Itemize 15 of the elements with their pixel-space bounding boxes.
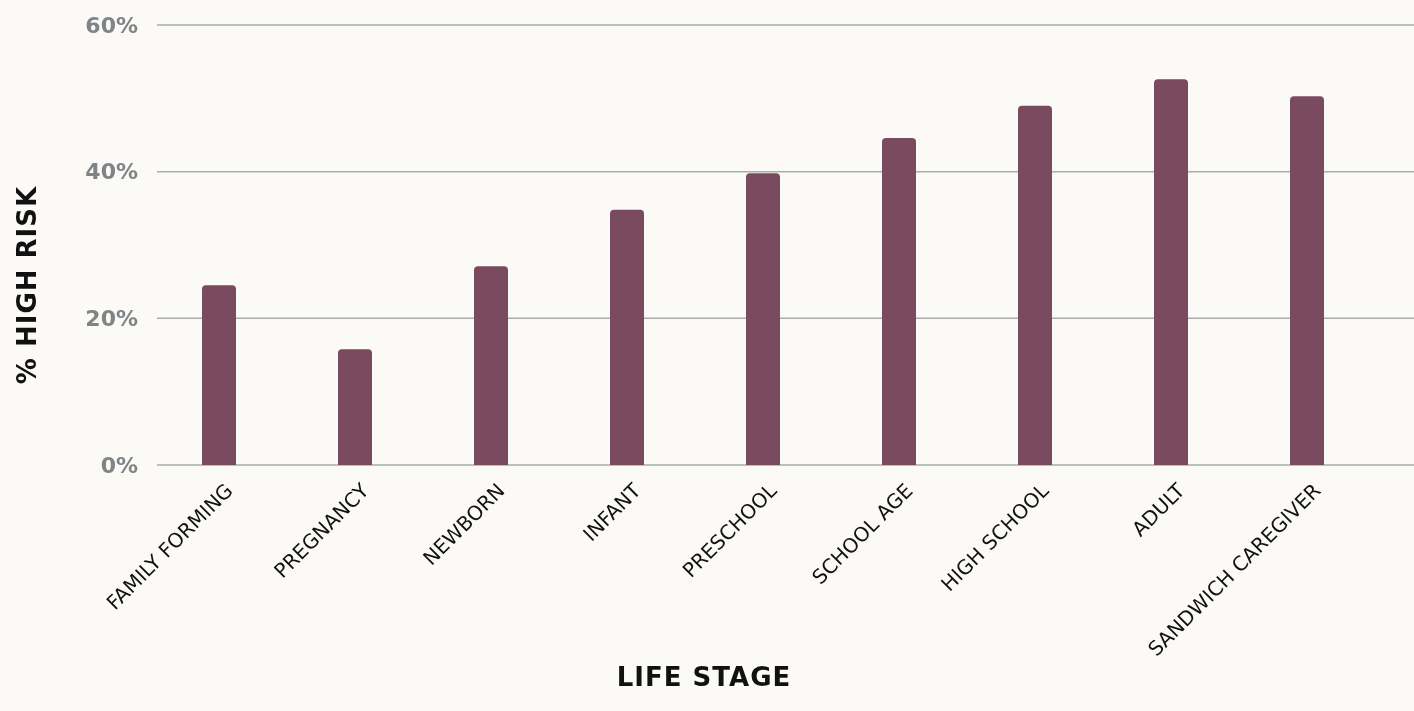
bar [474,266,508,465]
y-axis-title: % HIGH RISK [12,185,42,385]
bar [610,209,644,465]
bar [202,285,236,465]
bar [1018,105,1052,465]
bar [1290,96,1324,465]
bar [1154,79,1188,465]
x-axis-title: LIFE STAGE [616,662,792,692]
bar [338,349,372,465]
bar [882,137,916,465]
y-tick-label: 20% [85,306,138,332]
y-tick-label: 0% [100,452,138,478]
y-tick-label: 60% [85,12,138,38]
bar [746,173,780,465]
y-tick-label: 40% [85,159,138,185]
